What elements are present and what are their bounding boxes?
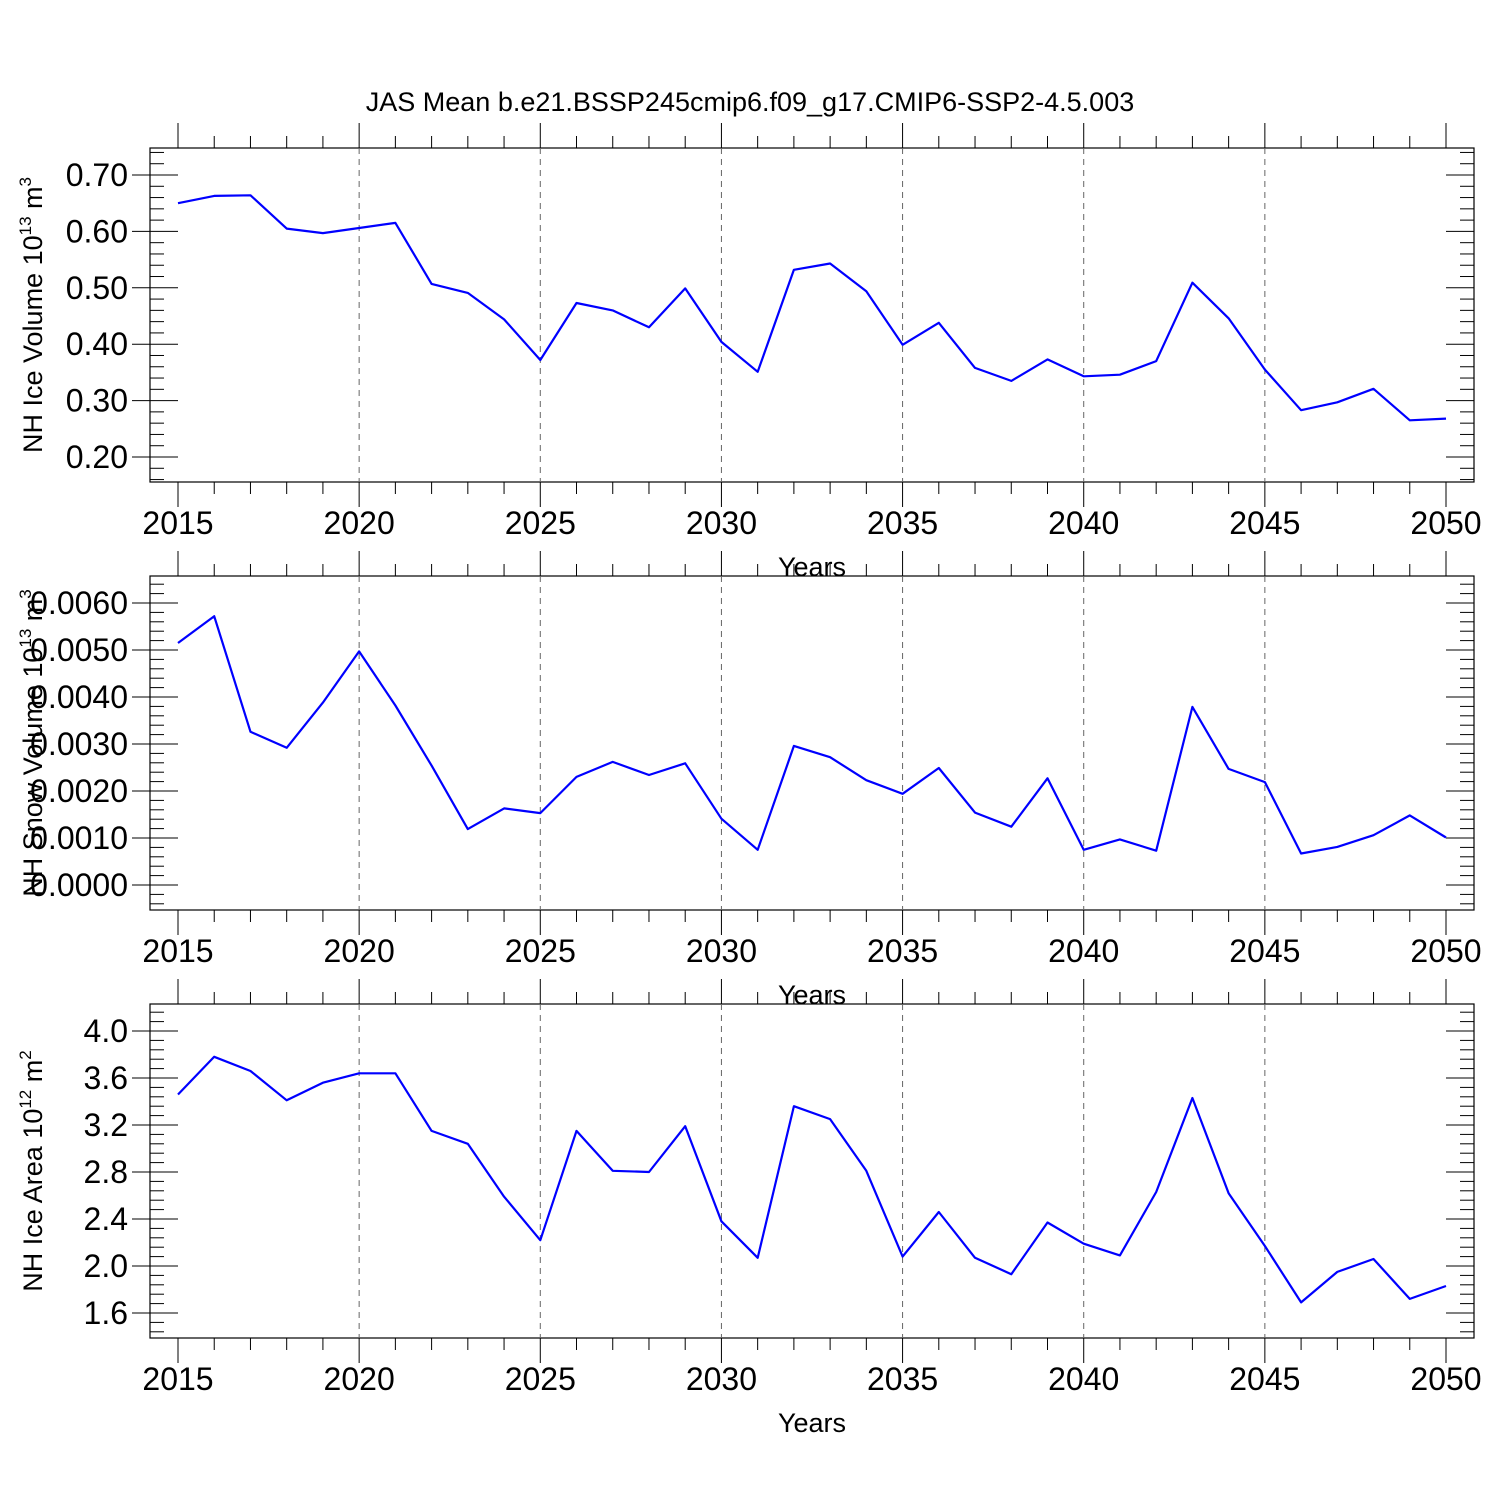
- series-line: [177, 1055, 1447, 1304]
- x-tick-label: 2040: [1048, 1361, 1119, 1397]
- y-tick-label: 0.60: [66, 213, 128, 249]
- x-tick-label: 2025: [505, 933, 576, 969]
- plot-frame: [149, 575, 1475, 911]
- y-tick-label: 0.0060: [30, 585, 128, 621]
- panel-3: 2015 2020 2025 2030 2035 2040 2045 2050 1.6 2.0 2.…: [16, 979, 1482, 1438]
- x-tick-label: 2040: [1048, 933, 1119, 969]
- x-tick-label: 2050: [1410, 505, 1481, 541]
- x-axis-title: Years: [778, 980, 846, 1010]
- x-tick-label: 2030: [686, 505, 757, 541]
- y-tick-label: 0.0040: [30, 679, 128, 715]
- y-axis-title: NH Ice Volume 1013 m3: [16, 177, 48, 453]
- x-axis-title: Years: [778, 1408, 846, 1438]
- y-tick-label: 0.0000: [30, 867, 128, 903]
- y-tick-label: 0.30: [66, 383, 128, 419]
- x-tick-label: 2025: [505, 1361, 576, 1397]
- x-tick-label: 2035: [867, 1361, 938, 1397]
- x-tick-label: 2020: [324, 505, 395, 541]
- y-tick-label: 0.20: [66, 439, 128, 475]
- x-tick-label: 2025: [505, 505, 576, 541]
- x-tick-label: 2040: [1048, 505, 1119, 541]
- series-line: [177, 194, 1447, 422]
- x-tick-label: 2030: [686, 933, 757, 969]
- x-tick-label: 2015: [142, 933, 213, 969]
- panels: 2015 2020 2025 2030 2035 2040 2045 2050 0.20 0.30…: [16, 123, 1482, 1438]
- x-tick-label: 2045: [1229, 933, 1300, 969]
- x-tick-label: 2050: [1410, 933, 1481, 969]
- plot-frame: [149, 147, 1475, 483]
- x-tick-label: 2020: [324, 933, 395, 969]
- y-tick-label: 0.50: [66, 270, 128, 306]
- y-tick-label: 1.6: [84, 1295, 128, 1331]
- y-tick-label: 0.0050: [30, 632, 128, 668]
- x-tick-label: 2045: [1229, 505, 1300, 541]
- plot-frame: [149, 1003, 1475, 1339]
- panel-1: 2015 2020 2025 2030 2035 2040 2045 2050 0.20 0.30…: [16, 123, 1482, 582]
- y-tick-label: 2.8: [84, 1154, 128, 1190]
- x-tick-label: 2015: [142, 505, 213, 541]
- y-tick-label: 0.70: [66, 157, 128, 193]
- x-tick-label: 2020: [324, 1361, 395, 1397]
- x-axis-title: Years: [778, 552, 846, 582]
- y-tick-label: 2.0: [84, 1248, 128, 1284]
- y-axis-title: NH Snow Volume 1013 m3: [16, 589, 48, 897]
- x-tick-label: 2035: [867, 505, 938, 541]
- x-tick-label: 2035: [867, 933, 938, 969]
- y-tick-label: 0.40: [66, 326, 128, 362]
- figure-title: JAS Mean b.e21.BSSP245cmip6.f09_g17.CMIP…: [366, 87, 1134, 117]
- y-tick-label: 0.0020: [30, 773, 128, 809]
- x-tick-label: 2030: [686, 1361, 757, 1397]
- x-tick-label: 2050: [1410, 1361, 1481, 1397]
- y-tick-label: 3.2: [84, 1107, 128, 1143]
- x-tick-label: 2015: [142, 1361, 213, 1397]
- y-tick-label: 0.0010: [30, 820, 128, 856]
- y-tick-label: 3.6: [84, 1060, 128, 1096]
- y-tick-label: 4.0: [84, 1013, 128, 1049]
- y-tick-label: 2.4: [84, 1201, 128, 1237]
- y-axis-title: NH Ice Area 1012 m2: [16, 1050, 48, 1291]
- y-tick-label: 0.0030: [30, 726, 128, 762]
- series-line: [177, 615, 1447, 855]
- panel-2: 2015 2020 2025 2030 2035 2040 2045 2050 0.0000 0.…: [16, 551, 1482, 1010]
- x-tick-label: 2045: [1229, 1361, 1300, 1397]
